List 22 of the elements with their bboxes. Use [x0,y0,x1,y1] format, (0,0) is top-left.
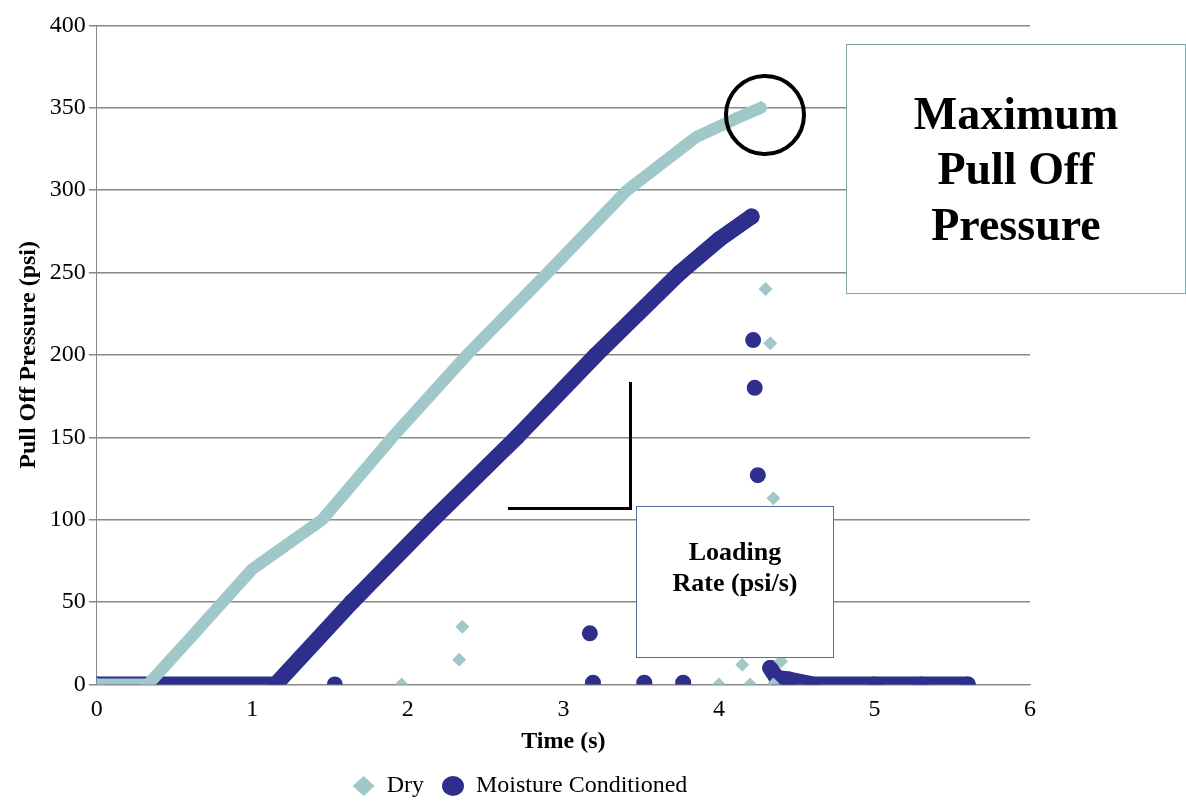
x-tick-label: 4 [712,695,725,722]
y-tick-label: 350 [49,93,86,120]
y-tick-label: 250 [49,257,86,284]
y-tick-label: 300 [49,175,86,202]
y-tick-label: 400 [49,10,86,37]
legend-label: Moisture Conditioned [476,771,688,798]
y-tick-label: 0 [73,669,86,696]
x-tick-label: 6 [1024,695,1036,722]
x-tick-label: 2 [401,695,414,722]
legend-label: Dry [386,771,424,798]
x-tick-label: 0 [90,695,103,722]
y-tick-label: 150 [49,422,86,449]
x-tick-label: 5 [868,695,881,722]
y-axis-title: Pull Off Pressure (psi) [13,241,40,469]
x-tick-label: 1 [246,695,259,722]
x-tick-label: 3 [557,695,570,722]
y-tick-label: 50 [61,587,86,614]
callout-box: Loading Rate (psi/s) [636,506,834,658]
y-tick-label: 200 [49,340,86,367]
callout-box: Maximum Pull Off Pressure [846,44,1186,294]
x-axis-title: Time (s) [521,726,606,753]
y-tick-label: 100 [49,504,86,531]
